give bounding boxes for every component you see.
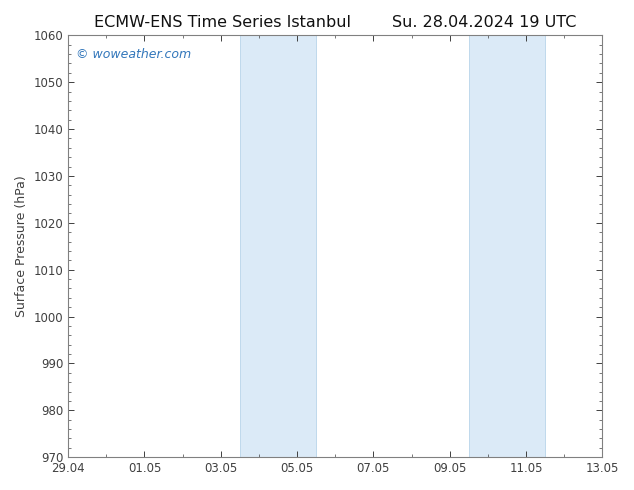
Bar xyxy=(469,35,545,457)
Y-axis label: Surface Pressure (hPa): Surface Pressure (hPa) xyxy=(15,175,28,317)
Title: ECMW-ENS Time Series Istanbul        Su. 28.04.2024 19 UTC: ECMW-ENS Time Series Istanbul Su. 28.04.… xyxy=(94,15,576,30)
Bar xyxy=(240,35,316,457)
Text: © woweather.com: © woweather.com xyxy=(76,48,191,61)
